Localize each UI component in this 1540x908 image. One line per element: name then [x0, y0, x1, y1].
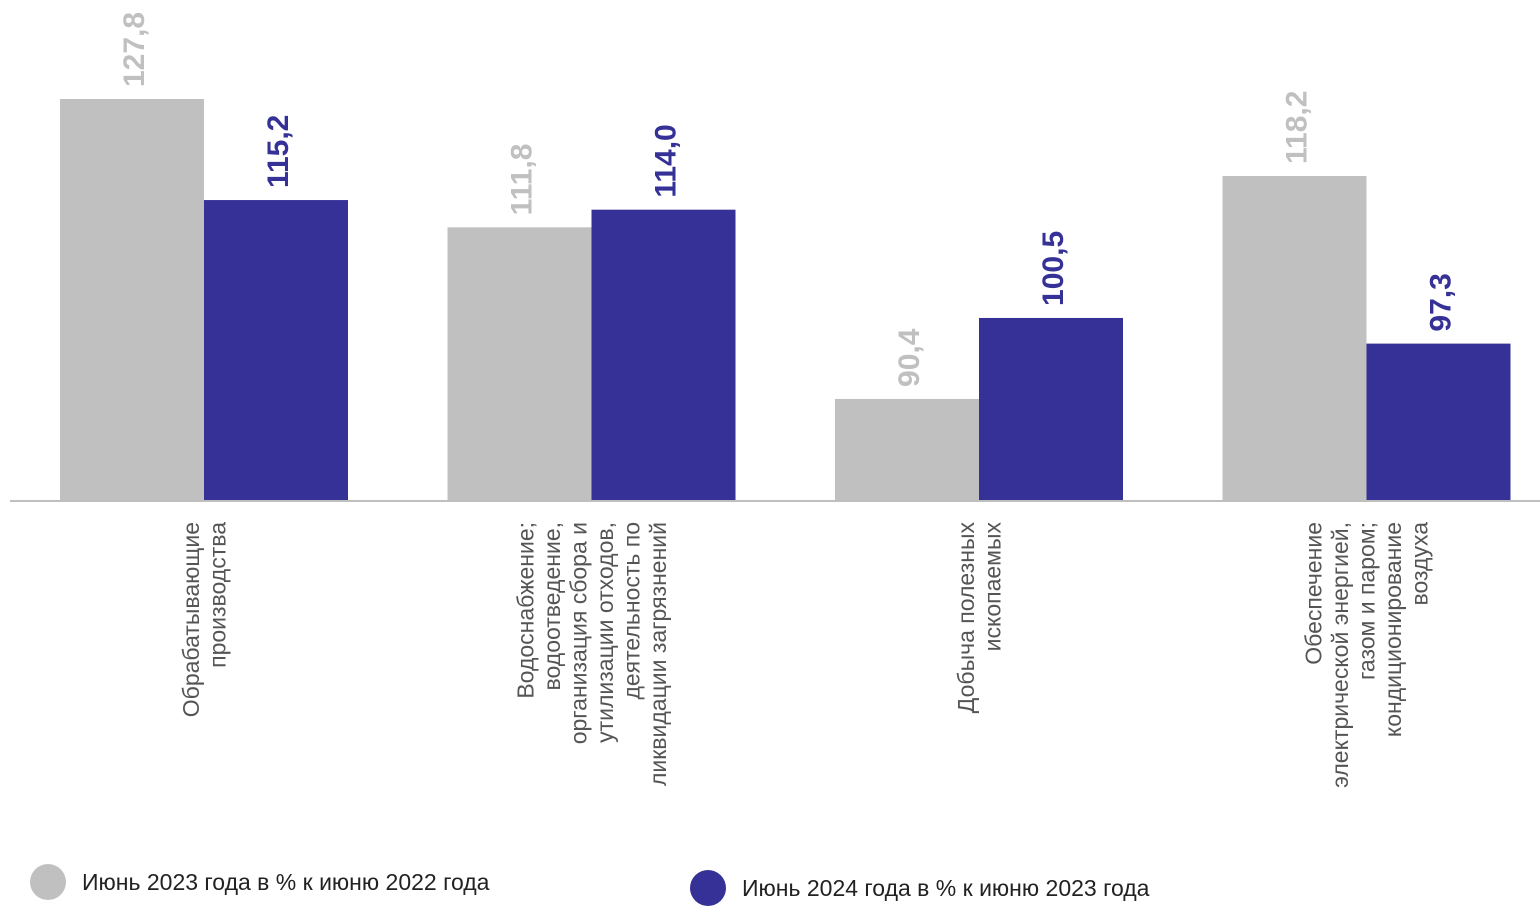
category-label-1-line-2: организация сбора и — [565, 522, 591, 744]
bar-chart: 127,8 115,2 Обрабатывающие производства 111,… — [0, 0, 1540, 860]
category-label-1-line-1: водоотведение, — [539, 522, 565, 690]
data-label-2024-1: 114,0 — [650, 124, 683, 197]
data-label-2023-1: 111,8 — [506, 144, 539, 216]
category-label-3-line-1: электрической энергией, — [1327, 522, 1353, 788]
category-label-3-line-4: воздуха — [1407, 522, 1433, 606]
legend-marker-2023 — [30, 864, 66, 900]
category-label-2-line-0: Добыча полезных — [953, 522, 979, 714]
bar-2023-1 — [448, 227, 592, 500]
category-label-1-line-5: ликвидации загрязнений — [645, 522, 671, 786]
category-label-3-line-3: кондиционирование — [1380, 522, 1406, 737]
legend-item-2023: Июнь 2023 года в % к июню 2022 года — [30, 862, 489, 902]
category-label-2-line-1: ископаемых — [979, 522, 1005, 652]
category-label-1-line-4: деятельность по — [618, 522, 644, 700]
category-label-0-line-0: Обрабатывающие — [178, 522, 204, 717]
legend-label-2024: Июнь 2024 года в % к июню 2023 года — [742, 875, 1149, 902]
data-label-2023-2: 90,4 — [893, 328, 926, 387]
data-label-2024-0: 115,2 — [262, 115, 295, 188]
data-label-2024-2: 100,5 — [1037, 231, 1070, 306]
legend-label-2023: Июнь 2023 года в % к июню 2022 года — [82, 869, 489, 896]
legend-marker-2024 — [690, 870, 726, 906]
category-label-3-line-0: Обеспечение — [1301, 522, 1327, 665]
bar-2023-2 — [835, 399, 979, 500]
bar-2024-2 — [979, 318, 1123, 500]
category-label-0-line-1: производства — [204, 522, 230, 668]
bar-2023-3 — [1223, 176, 1367, 500]
bar-2024-3 — [1367, 344, 1511, 500]
bar-2024-0 — [204, 200, 348, 500]
legend-item-2024: Июнь 2024 года в % к июню 2023 года — [690, 868, 1149, 908]
data-label-2023-3: 118,2 — [1281, 91, 1314, 164]
bar-2024-1 — [592, 210, 736, 500]
category-label-1-line-0: Водоснабжение; — [512, 522, 538, 699]
data-label-2023-0: 127,8 — [118, 12, 151, 87]
category-label-1-line-3: утилизации отходов, — [592, 522, 618, 743]
category-label-3-line-2: газом и паром; — [1354, 522, 1380, 680]
data-label-2024-3: 97,3 — [1425, 273, 1458, 331]
bar-2023-0 — [60, 99, 204, 500]
